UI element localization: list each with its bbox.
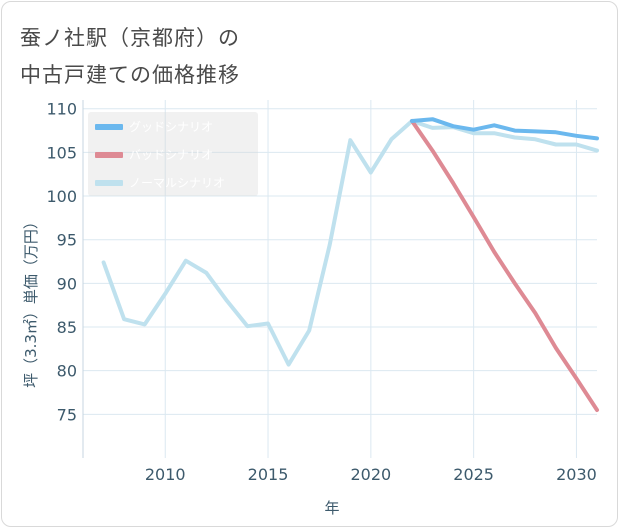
title-line-2: 中古戸建ての価格推移: [20, 63, 240, 87]
legend-label-1: バッドシナリオ: [129, 148, 213, 162]
legend-label-2: ノーマルシナリオ: [129, 176, 225, 190]
y-axis-label: 坪（3.3㎡）単価（万円）: [22, 214, 40, 388]
y-tick-label: 110: [46, 100, 77, 119]
x-tick-label: 2010: [145, 465, 186, 484]
legend-box: [88, 112, 258, 196]
series-line-0: [410, 117, 599, 141]
chart-title: 蚕ノ社駅（京都府）の 中古戸建ての価格推移: [20, 20, 240, 94]
series-lines: [101, 117, 599, 412]
legend-swatch-1: [95, 152, 123, 158]
legend-swatch-0: [95, 124, 123, 130]
y-tick-label: 90: [57, 274, 77, 293]
x-axis-label: 年: [324, 499, 339, 517]
title-line-1: 蚕ノ社駅（京都府）の: [20, 26, 240, 50]
series-line-1: [410, 119, 599, 412]
y-tick-label: 85: [57, 318, 77, 337]
grid-lines: [82, 100, 597, 458]
y-tick-labels: 75 80 85 90 95 100 105 110: [46, 100, 77, 425]
y-tick-label: 75: [57, 405, 77, 424]
x-tick-label: 2025: [453, 465, 494, 484]
y-tick-label: 80: [57, 362, 77, 381]
x-tick-label: 2030: [556, 465, 597, 484]
series-line-2: [101, 119, 599, 367]
y-tick-label: 95: [57, 231, 77, 250]
y-tick-label: 100: [46, 187, 77, 206]
x-tick-label: 2015: [248, 465, 289, 484]
y-tick-label: 105: [46, 143, 77, 162]
legend-swatch-2: [95, 180, 123, 186]
legend-label-0: グッドシナリオ: [129, 120, 213, 134]
x-tick-labels: 2010 2015 2020 2025 2030: [145, 465, 597, 484]
x-tick-label: 2020: [350, 465, 391, 484]
